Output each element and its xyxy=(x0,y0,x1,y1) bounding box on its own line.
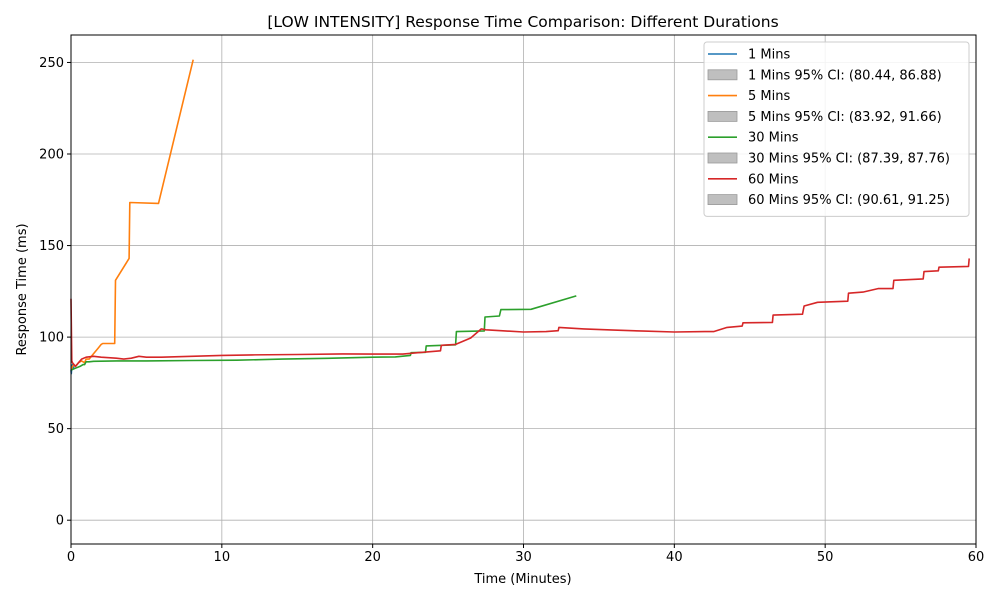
legend-label: 1 Mins 95% CI: (80.44, 86.88) xyxy=(748,68,942,83)
series-lines xyxy=(70,59,970,375)
legend-ci-swatch xyxy=(707,194,738,206)
legend-label: 1 Mins xyxy=(748,48,790,63)
y-tick-label: 200 xyxy=(39,148,64,163)
x-axis: 0 10 20 30 40 50 60 xyxy=(67,544,984,565)
y-tick-label: 250 xyxy=(39,56,64,71)
x-tick-label: 40 xyxy=(666,550,683,565)
legend-ci-swatch xyxy=(707,111,738,122)
legend-ci-swatch xyxy=(707,152,738,164)
legend: 1 Mins 1 Mins 95% CI: (80.44, 86.88) 5 Min… xyxy=(703,41,970,217)
x-axis-title: Time (Minutes) xyxy=(473,572,571,587)
x-tick-label: 0 xyxy=(67,550,75,565)
series-line-60-mins xyxy=(70,258,970,368)
legend-label: 30 Mins 95% CI: (87.39, 87.76) xyxy=(748,152,950,167)
legend-label: 5 Mins xyxy=(748,89,790,104)
chart-title: [LOW INTENSITY] Response Time Comparison… xyxy=(267,13,778,31)
y-tick-label: 50 xyxy=(47,422,64,437)
legend-label: 30 Mins xyxy=(748,131,799,146)
x-tick-label: 20 xyxy=(364,550,381,565)
y-tick-label: 0 xyxy=(56,514,64,529)
legend-label: 60 Mins xyxy=(748,172,799,187)
y-axis-title: Response Time (ms) xyxy=(15,223,30,355)
x-tick-label: 50 xyxy=(817,550,834,565)
x-tick-label: 60 xyxy=(968,550,985,565)
series-line-30-mins xyxy=(70,295,577,371)
y-tick-label: 150 xyxy=(39,239,64,254)
y-axis: 0 50 100 150 200 250 xyxy=(39,56,71,529)
grid-lines xyxy=(70,35,977,544)
legend-label: 5 Mins 95% CI: (83.92, 91.66) xyxy=(748,110,942,125)
legend-box xyxy=(703,41,970,217)
y-tick-label: 100 xyxy=(39,331,64,346)
legend-ci-swatch xyxy=(707,69,738,81)
x-tick-label: 30 xyxy=(515,550,532,565)
legend-label: 60 Mins 95% CI: (90.61, 91.25) xyxy=(748,193,950,208)
x-tick-label: 10 xyxy=(214,550,231,565)
